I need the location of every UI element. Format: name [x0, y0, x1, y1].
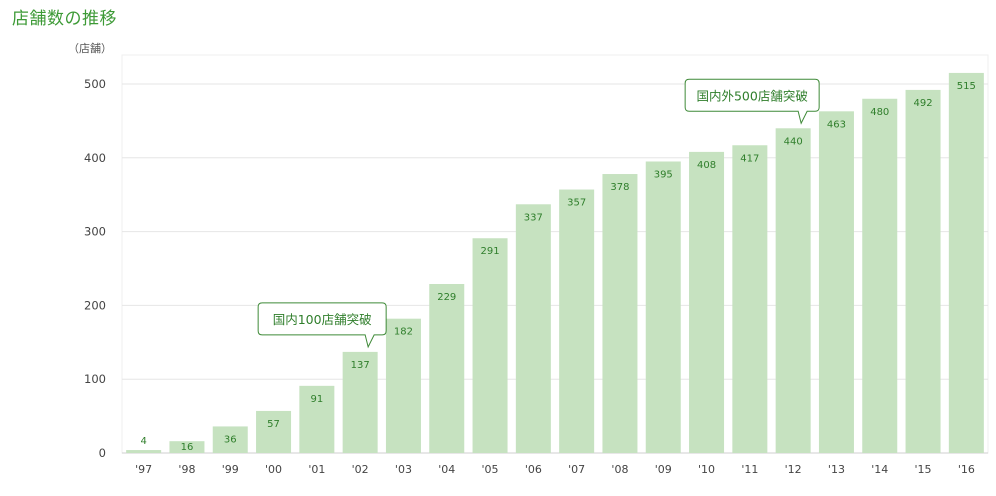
x-tick-label: '01 — [308, 463, 325, 476]
bar — [559, 189, 595, 453]
x-tick-label: '03 — [395, 463, 412, 476]
y-axis-unit-label: （店舗） — [68, 42, 112, 55]
x-tick-label: '07 — [568, 463, 585, 476]
x-tick-label: '98 — [178, 463, 195, 476]
y-tick-label: 400 — [84, 151, 106, 165]
chart-title: 店舗数の推移 — [12, 9, 117, 29]
bar — [126, 450, 162, 453]
x-tick-label: '05 — [482, 463, 499, 476]
value-label: 291 — [481, 246, 500, 257]
x-tick-label: '04 — [438, 463, 455, 476]
x-axis-ticks: '97 '98 '99 '00 '01 '02 '03 '04 '05 '06 '07 '08 '09 '… — [135, 463, 975, 476]
x-tick-label: '14 — [871, 463, 888, 476]
value-label: 492 — [914, 98, 933, 109]
value-labels: 4 16 36 57 91 137 182 229 291 337 357 378 395 408 417 4… — [140, 81, 975, 453]
callout-box — [684, 78, 820, 125]
bar — [862, 98, 898, 453]
bar — [472, 238, 508, 453]
value-label: 137 — [351, 360, 370, 371]
x-tick-label: '97 — [135, 463, 152, 476]
x-tick-label: '06 — [525, 463, 542, 476]
bars — [126, 72, 984, 454]
value-label: 480 — [870, 107, 889, 118]
bar — [905, 89, 941, 454]
bar — [948, 72, 984, 454]
x-tick-label: '13 — [828, 463, 845, 476]
bar — [689, 151, 725, 453]
value-label: 357 — [567, 198, 586, 209]
callout-text: 国内100店舗突破 — [273, 312, 372, 327]
x-tick-label: '10 — [698, 463, 715, 476]
value-label: 417 — [740, 153, 759, 164]
x-tick-label: '00 — [265, 463, 282, 476]
value-label: 440 — [784, 136, 803, 147]
plot-area — [121, 54, 989, 454]
y-tick-label: 0 — [99, 446, 106, 460]
value-label: 515 — [957, 81, 976, 92]
y-axis-ticks: 0 100 200 300 400 500 — [84, 77, 106, 460]
value-label: 229 — [437, 292, 456, 303]
y-tick-label: 100 — [84, 372, 106, 386]
value-label: 378 — [610, 182, 629, 193]
value-label: 36 — [224, 434, 237, 445]
x-tick-label: '11 — [741, 463, 758, 476]
y-tick-label: 200 — [84, 298, 106, 312]
value-label: 16 — [181, 442, 194, 453]
value-label: 57 — [267, 419, 280, 430]
bar — [169, 441, 205, 453]
bar — [299, 385, 335, 453]
value-label: 337 — [524, 212, 543, 223]
bar — [775, 128, 811, 453]
callout-text: 国内外500店舗突破 — [696, 88, 807, 103]
bar — [385, 318, 421, 453]
callout-box — [257, 302, 387, 349]
bar — [645, 161, 681, 454]
value-label: 91 — [310, 394, 323, 405]
bar — [342, 351, 378, 453]
value-label: 395 — [654, 169, 673, 180]
bar — [732, 145, 768, 453]
x-tick-label: '02 — [352, 463, 369, 476]
x-tick-label: '16 — [958, 463, 975, 476]
bar — [602, 174, 638, 453]
x-tick-label: '09 — [655, 463, 672, 476]
x-tick-label: '12 — [785, 463, 802, 476]
y-tick-label: 300 — [84, 225, 106, 239]
bar — [429, 283, 465, 453]
y-tick-label: 500 — [84, 77, 106, 91]
bar — [256, 410, 292, 453]
value-label: 182 — [394, 327, 413, 338]
value-label: 408 — [697, 160, 716, 171]
bar — [818, 111, 854, 453]
value-label: 4 — [140, 436, 146, 447]
value-label: 463 — [827, 119, 846, 130]
x-tick-label: '99 — [222, 463, 239, 476]
callouts: 国内100店舗突破 国内外500店舗突破 — [257, 78, 820, 349]
x-tick-label: '08 — [611, 463, 628, 476]
grid-lines — [121, 54, 989, 454]
bar — [212, 426, 248, 453]
bar — [515, 204, 551, 453]
x-tick-label: '15 — [915, 463, 932, 476]
